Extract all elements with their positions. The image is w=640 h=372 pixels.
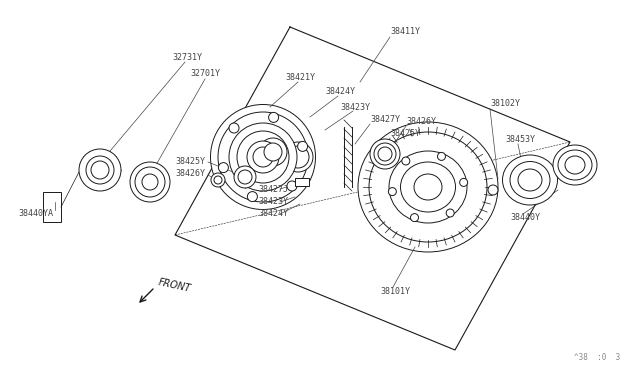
- Ellipse shape: [565, 156, 585, 174]
- Ellipse shape: [247, 141, 279, 173]
- Circle shape: [402, 157, 410, 165]
- Bar: [43, 192, 61, 222]
- Ellipse shape: [558, 150, 592, 180]
- Circle shape: [287, 181, 297, 191]
- Circle shape: [248, 192, 257, 202]
- Text: 38453Y: 38453Y: [505, 135, 535, 144]
- Text: ^38  :0  3: ^38 :0 3: [573, 353, 620, 362]
- Text: 38423Y: 38423Y: [340, 103, 370, 112]
- Circle shape: [269, 112, 278, 122]
- Text: 38426Y: 38426Y: [175, 170, 205, 179]
- Circle shape: [488, 185, 498, 195]
- Text: 38102Y: 38102Y: [490, 99, 520, 109]
- Circle shape: [218, 163, 228, 173]
- Ellipse shape: [238, 170, 252, 184]
- Text: 38427J: 38427J: [258, 186, 288, 195]
- Ellipse shape: [229, 123, 297, 191]
- Ellipse shape: [510, 161, 550, 199]
- Ellipse shape: [414, 174, 442, 200]
- Text: 38424Y: 38424Y: [258, 209, 288, 218]
- Ellipse shape: [135, 167, 165, 197]
- Text: 38411Y: 38411Y: [390, 28, 420, 36]
- Circle shape: [438, 153, 445, 160]
- Ellipse shape: [130, 162, 170, 202]
- Circle shape: [460, 179, 468, 186]
- Ellipse shape: [211, 173, 225, 187]
- Ellipse shape: [502, 155, 557, 205]
- Ellipse shape: [287, 146, 309, 168]
- Ellipse shape: [518, 169, 542, 191]
- Text: 38421Y: 38421Y: [285, 73, 315, 81]
- Text: 38427Y: 38427Y: [370, 115, 400, 125]
- Ellipse shape: [253, 147, 273, 167]
- Bar: [295, 178, 309, 186]
- Circle shape: [298, 141, 308, 151]
- Text: 38425Y: 38425Y: [390, 129, 420, 138]
- Ellipse shape: [374, 143, 396, 165]
- Ellipse shape: [214, 176, 222, 184]
- Text: FRONT: FRONT: [157, 277, 191, 294]
- Ellipse shape: [234, 166, 256, 188]
- Text: 38423Y: 38423Y: [258, 198, 288, 206]
- Circle shape: [229, 123, 239, 133]
- Ellipse shape: [401, 162, 456, 212]
- Circle shape: [410, 214, 419, 222]
- Text: 38426Y: 38426Y: [406, 118, 436, 126]
- Ellipse shape: [553, 145, 597, 185]
- Ellipse shape: [259, 138, 287, 166]
- Ellipse shape: [91, 161, 109, 179]
- Ellipse shape: [237, 131, 289, 183]
- Circle shape: [388, 187, 396, 196]
- Ellipse shape: [142, 174, 158, 190]
- Ellipse shape: [218, 112, 308, 202]
- Text: 38101Y: 38101Y: [380, 288, 410, 296]
- Ellipse shape: [358, 122, 498, 252]
- Circle shape: [446, 209, 454, 217]
- Text: 38424Y: 38424Y: [325, 87, 355, 96]
- Ellipse shape: [389, 151, 467, 223]
- Ellipse shape: [369, 132, 487, 242]
- Ellipse shape: [79, 149, 121, 191]
- Text: 38440YA: 38440YA: [18, 209, 53, 218]
- Text: 38425Y: 38425Y: [175, 157, 205, 167]
- Text: 32731Y: 32731Y: [172, 52, 202, 61]
- Ellipse shape: [370, 139, 400, 169]
- Text: 32701Y: 32701Y: [190, 70, 220, 78]
- Ellipse shape: [283, 142, 313, 172]
- Text: 38440Y: 38440Y: [510, 212, 540, 221]
- Ellipse shape: [378, 147, 392, 161]
- Ellipse shape: [86, 156, 114, 184]
- Ellipse shape: [264, 143, 282, 161]
- Ellipse shape: [211, 105, 316, 209]
